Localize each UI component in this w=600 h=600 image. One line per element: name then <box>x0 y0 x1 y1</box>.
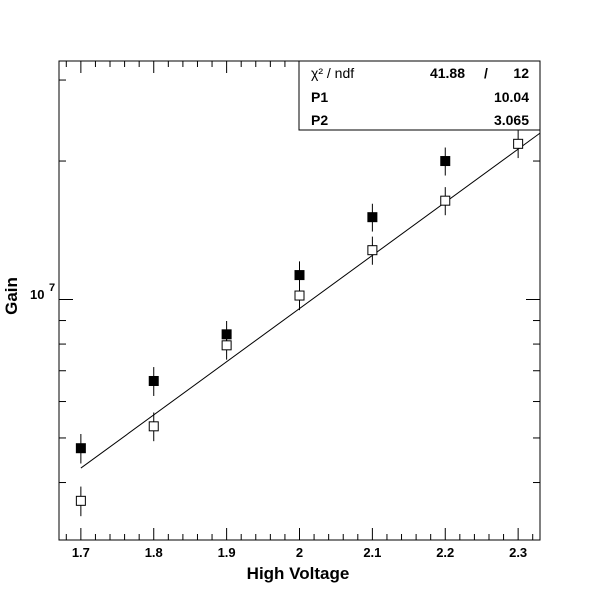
data-points-layer <box>75 80 524 517</box>
x-tick-label: 2.1 <box>363 545 381 560</box>
open-square-marker <box>440 195 451 206</box>
x-axis-ticks: 1.7 1.8 1.9 2 2.1 2.2 2.3 <box>65 61 534 560</box>
y-axis-ticks <box>59 79 540 541</box>
x-tick-label: 2 <box>296 545 303 560</box>
x-tick-label: 2.3 <box>509 545 527 560</box>
open-square-marker <box>75 495 86 506</box>
chi2-separator: / <box>484 65 488 81</box>
fit-stats-box: χ² / ndf 41.88 / 12 P1 10.04 P2 3.065 <box>298 60 541 131</box>
p1-label: P1 <box>311 89 328 105</box>
chi2-label: χ² / ndf <box>311 65 354 81</box>
open-square-marker <box>294 290 305 301</box>
x-tick-label: 1.9 <box>218 545 236 560</box>
open-square-marker <box>513 138 524 149</box>
filled-square-marker <box>294 270 305 281</box>
x-axis-title: High Voltage <box>247 564 350 583</box>
filled-square-marker <box>367 212 378 223</box>
fit-line <box>80 132 541 469</box>
x-tick-label: 1.8 <box>145 545 163 560</box>
filled-square-marker <box>440 156 451 167</box>
p2-label: P2 <box>311 112 328 128</box>
p2-value: 3.065 <box>494 112 529 128</box>
open-square-marker <box>221 340 232 351</box>
y-axis-title: Gain <box>2 277 21 315</box>
fit-line-layer <box>80 132 541 469</box>
p1-value: 10.04 <box>494 89 529 105</box>
open-square-marker <box>148 421 159 432</box>
y-tick-exponent: 7 <box>49 282 55 294</box>
fit-stats-frame <box>298 60 541 131</box>
filled-square-marker <box>148 375 159 386</box>
x-tick-label: 1.7 <box>72 545 90 560</box>
x-tick-label: 2.2 <box>436 545 454 560</box>
chi2-value: 41.88 <box>430 65 465 81</box>
filled-square-marker <box>75 443 86 454</box>
ndf-value: 12 <box>513 65 529 81</box>
open-square-marker <box>367 245 378 256</box>
y-tick-base: 10 <box>30 287 44 302</box>
y-major-tick-label: 10 7 <box>30 282 55 302</box>
